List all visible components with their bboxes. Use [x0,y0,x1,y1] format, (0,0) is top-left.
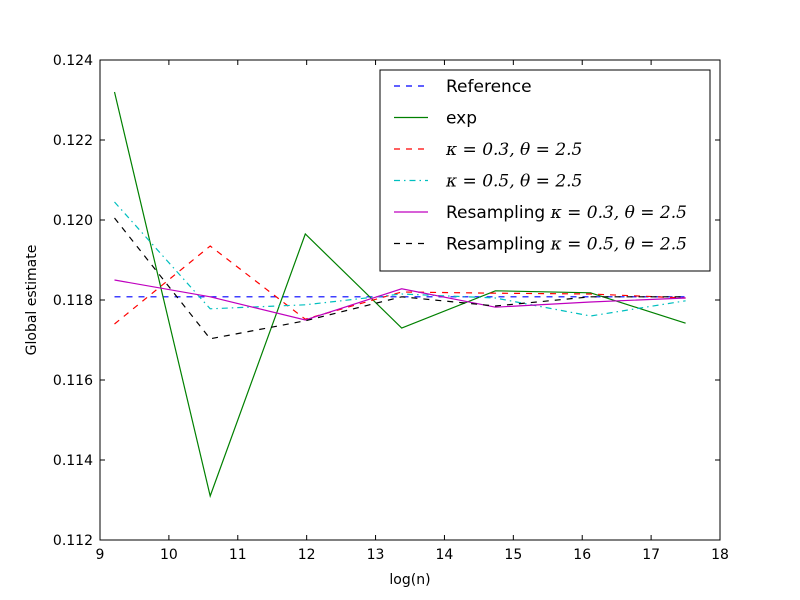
x-tick-label: 14 [436,547,454,563]
x-tick-label: 10 [160,547,178,563]
series-line-resampling-kappa-0.5-theta-2.5 [114,217,686,340]
legend-label-resampling-kappa-0.5-theta-2.5: Resampling κ = 0.5, θ = 2.5 [446,235,687,255]
x-tick-label: 9 [96,547,105,563]
y-tick-label: 0.116 [53,373,93,389]
x-tick-label: 18 [711,547,729,563]
y-tick-label: 0.114 [53,453,93,469]
series-line-kappa-0.3-theta-2.5 [114,245,686,325]
legend-label-kappa-0.5-theta-2.5: κ = 0.5, θ = 2.5 [445,172,582,192]
legend-label-Reference: Reference [446,77,532,97]
x-tick-label: 12 [298,547,316,563]
y-tick-label: 0.118 [53,293,93,309]
series-layer [113,91,686,499]
legend-label-resampling-kappa-0.3-theta-2.5: Resampling κ = 0.3, θ = 2.5 [446,203,687,223]
y-tick-label: 0.112 [53,533,93,549]
y-tick-label: 0.120 [53,213,93,229]
ticks-layer: 9 10 11 12 13 14 15 16 17 18 0.112 0.114 0.116 0.118 0… [53,53,729,563]
legend: Reference exp κ = 0.3, θ = 2.5 κ = 0.5, θ =… [379,69,711,272]
x-tick-label: 16 [573,547,591,563]
x-tick-label: 13 [367,547,385,563]
x-tick-label: 17 [642,547,660,563]
y-tick-label: 0.122 [53,133,93,149]
y-axis-title: Global estimate [24,245,40,356]
x-axis-title: log(n) [389,572,430,588]
legend-label-exp: exp [446,109,477,129]
series-line-exp [113,91,686,499]
series-line-resampling-kappa-0.3-theta-2.5 [114,279,686,321]
x-tick-label: 15 [504,547,522,563]
x-tick-label: 11 [229,547,247,563]
legend-label-kappa-0.3-theta-2.5: κ = 0.3, θ = 2.5 [445,140,582,160]
y-tick-label: 0.124 [53,53,93,69]
series-line-kappa-0.5-theta-2.5 [114,201,686,317]
legend-box [379,69,711,272]
